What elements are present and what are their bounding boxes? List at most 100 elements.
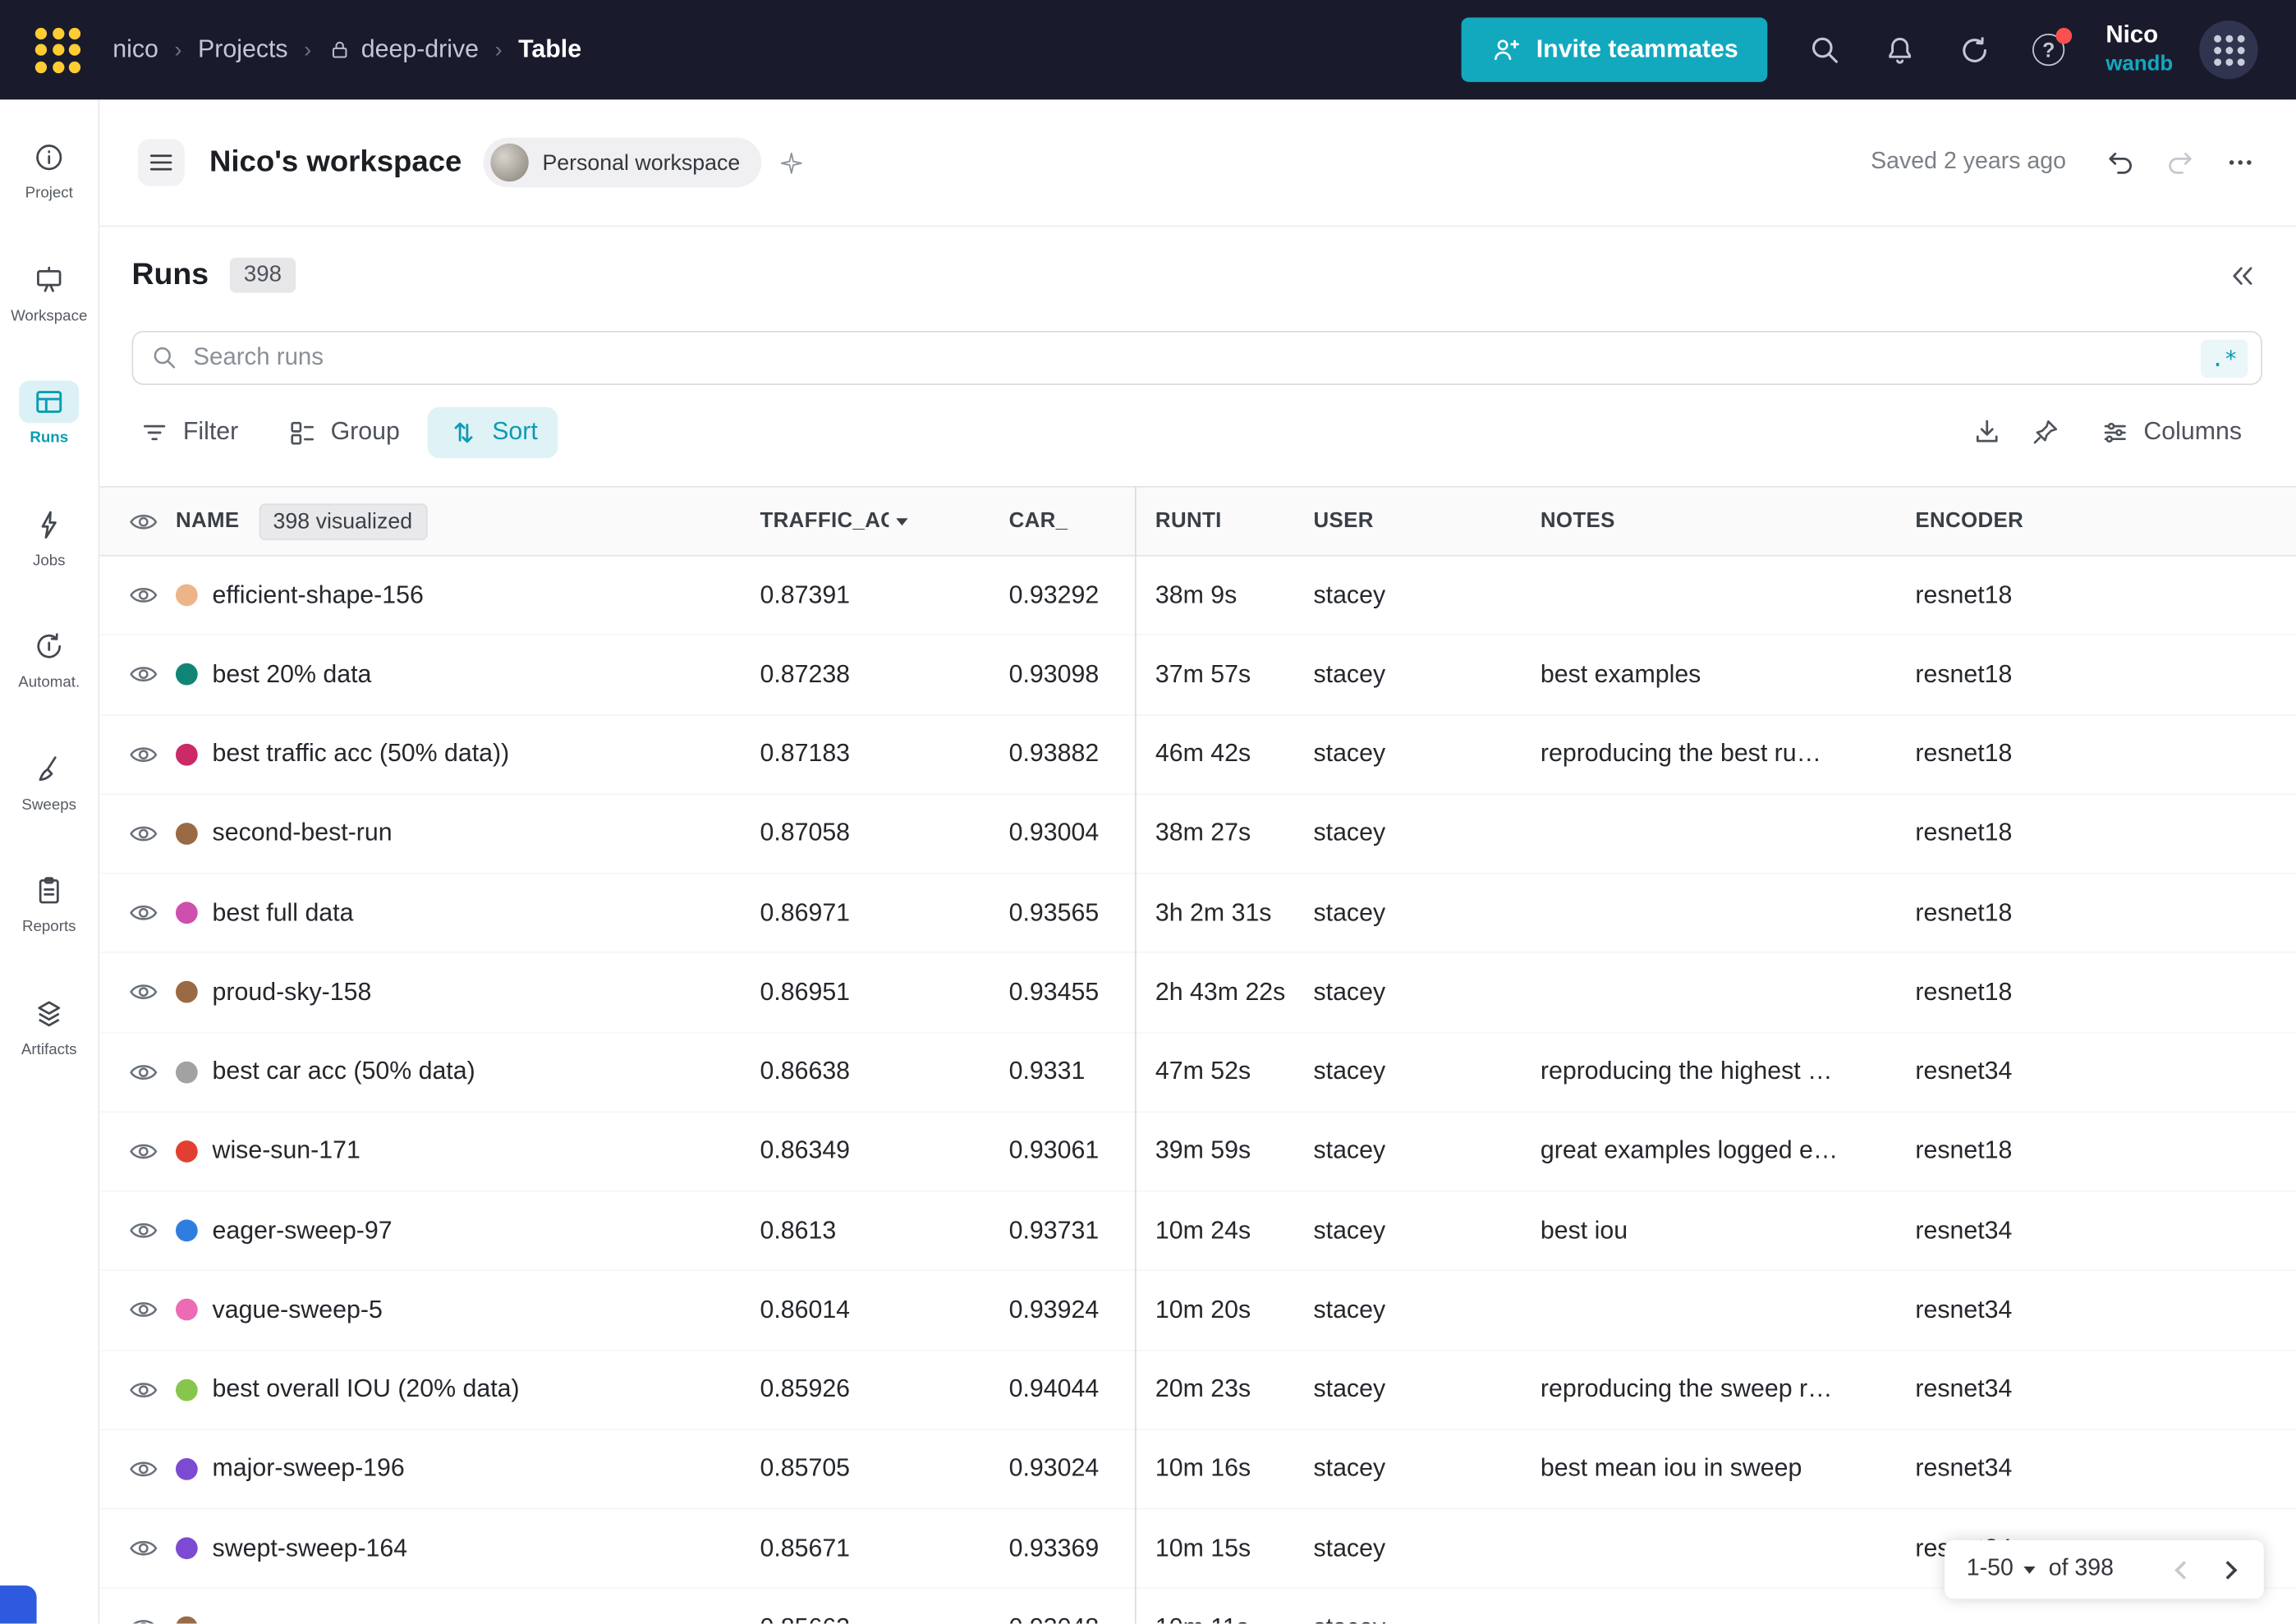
run-name-cell[interactable]: swept-sweep-164 — [175, 1534, 760, 1563]
wandb-logo[interactable] — [34, 26, 81, 73]
table-row[interactable]: best car acc (50% data) 0.86638 0.9331 4… — [99, 1033, 2296, 1112]
table-row[interactable]: eager-sweep-97 0.8613 0.93731 10m 24s st… — [99, 1191, 2296, 1271]
sort-button[interactable]: Sort — [427, 406, 558, 458]
collapse-panel-icon[interactable] — [2227, 260, 2257, 291]
notes-cell[interactable]: best mean iou in sweep — [1540, 1454, 1802, 1483]
workspace-menu-button[interactable] — [137, 139, 185, 186]
breadcrumb-table[interactable]: Table — [518, 34, 582, 63]
undo-icon[interactable] — [2100, 142, 2141, 183]
run-name-cell[interactable]: wise-sun-171 — [175, 1136, 760, 1166]
page-total-label: of 398 — [2048, 1556, 2115, 1581]
run-name-cell[interactable]: best full data — [175, 898, 760, 928]
visibility-eye-icon[interactable] — [129, 585, 158, 607]
table-row[interactable]: major-sweep-196 0.85705 0.93024 10m 16s … — [99, 1430, 2296, 1510]
sidebar-item-reports[interactable]: Reports — [19, 869, 79, 935]
page-range-label: 1-50 — [1966, 1556, 2014, 1581]
page-size-dropdown[interactable]: 1-50 — [1967, 1556, 2036, 1582]
user-avatar[interactable] — [2199, 20, 2258, 80]
sidebar-item-runs[interactable]: Runs — [19, 380, 80, 447]
run-name-cell[interactable]: eager-sweep-97 — [175, 1216, 760, 1246]
table-row[interactable]: swept-sweep-164 0.85671 0.93369 10m 15s … — [99, 1509, 2296, 1589]
download-icon[interactable] — [1962, 407, 2012, 457]
table-row[interactable]: efficient-shape-156 0.87391 0.93292 38m … — [99, 557, 2296, 636]
sparkle-icon[interactable] — [778, 149, 806, 177]
visibility-eye-icon[interactable] — [129, 1061, 158, 1083]
visibility-eye-icon[interactable] — [129, 981, 158, 1003]
search-runs-input[interactable] — [193, 344, 2187, 372]
visibility-eye-icon[interactable] — [129, 1379, 158, 1401]
user-menu[interactable]: Nico wandb — [2105, 21, 2173, 80]
redo-icon[interactable] — [2160, 142, 2201, 183]
run-name-cell[interactable]: best traffic acc (50% data)) — [175, 740, 760, 769]
sidebar-item-automations[interactable]: Automat. — [18, 625, 80, 691]
column-header-traffic-acc[interactable]: TRAFFIC_AC — [760, 510, 1008, 533]
workspace-selector-pill[interactable]: Personal workspace — [484, 137, 763, 188]
sidebar-item-sweeps[interactable]: Sweeps — [19, 747, 79, 814]
visibility-eye-icon[interactable] — [129, 1299, 158, 1321]
group-button[interactable]: Group — [266, 406, 420, 457]
notes-cell[interactable]: best iou — [1540, 1216, 1628, 1245]
notes-cell[interactable]: reproducing the highest … — [1540, 1057, 1833, 1085]
table-row[interactable]: second-best-run 0.87058 0.93004 38m 27s … — [99, 795, 2296, 874]
visibility-eye-icon[interactable] — [129, 663, 158, 686]
visibility-eye-icon[interactable] — [129, 743, 158, 765]
notes-cell[interactable]: great examples logged e… — [1540, 1136, 1839, 1165]
pin-icon[interactable] — [2021, 407, 2071, 457]
table-row[interactable]: best full data 0.86971 0.93565 3h 2m 31s… — [99, 874, 2296, 954]
notes-cell[interactable]: best examples — [1540, 659, 1701, 688]
visibility-eye-icon[interactable] — [129, 823, 158, 845]
column-header-runtime[interactable]: RUNTI — [1155, 509, 1222, 534]
columns-button[interactable]: Columns — [2079, 406, 2262, 457]
sidebar-item-artifacts[interactable]: Artifacts — [19, 992, 79, 1057]
sidebar-item-workspace[interactable]: Workspace — [11, 259, 87, 324]
refresh-icon[interactable] — [1958, 33, 1991, 67]
table-row[interactable]: best traffic acc (50% data)) 0.87183 0.9… — [99, 715, 2296, 795]
visibility-eye-icon[interactable] — [129, 510, 158, 532]
run-name-cell[interactable]: best car acc (50% data) — [175, 1057, 760, 1087]
notifications-bell-icon[interactable] — [1883, 33, 1917, 67]
chat-widget-button[interactable] — [0, 1585, 37, 1624]
breadcrumb-project[interactable]: deep-drive — [360, 34, 479, 63]
column-header-car-acc[interactable]: CAR_ — [1008, 509, 1068, 534]
notes-cell[interactable]: reproducing the best ru… — [1540, 739, 1821, 768]
column-header-notes[interactable]: NOTES — [1540, 509, 1615, 534]
column-header-name[interactable]: NAME — [175, 509, 240, 534]
table-row[interactable]: proud-sky-158 0.86951 0.93455 2h 43m 22s… — [99, 953, 2296, 1033]
breadcrumb-projects[interactable]: Projects — [198, 34, 288, 63]
column-header-user[interactable]: USER — [1313, 509, 1374, 534]
previous-page-button[interactable] — [2169, 1549, 2199, 1589]
run-name-cell[interactable]: major-sweep-196 — [175, 1454, 760, 1484]
breadcrumb-user[interactable]: nico — [113, 34, 158, 63]
notes-cell[interactable]: reproducing the sweep r… — [1540, 1374, 1833, 1403]
visibility-eye-icon[interactable] — [129, 1140, 158, 1163]
next-page-button[interactable] — [2212, 1549, 2243, 1589]
run-name-cell[interactable]: proud-sky-158 — [175, 978, 760, 1007]
run-name-cell[interactable]: efficient-shape-156 — [175, 580, 760, 610]
filter-button[interactable]: Filter — [118, 406, 259, 457]
sidebar-item-jobs[interactable]: Jobs — [19, 503, 79, 569]
table-row[interactable]: vague-sweep-5 0.86014 0.93924 10m 20s st… — [99, 1271, 2296, 1351]
help-icon[interactable] — [2032, 27, 2073, 67]
table-tools: Columns — [1962, 406, 2262, 457]
run-name-cell[interactable]: best 20% data — [175, 660, 760, 690]
visualized-badge[interactable]: 398 visualized — [258, 502, 427, 540]
run-name-cell[interactable]: second-best-run — [175, 819, 760, 848]
table-row[interactable]: best 20% data 0.87238 0.93098 37m 57s st… — [99, 635, 2296, 715]
visibility-eye-icon[interactable] — [129, 1220, 158, 1242]
visibility-eye-icon[interactable] — [129, 1458, 158, 1480]
visibility-eye-icon[interactable] — [129, 902, 158, 924]
sidebar-item-project[interactable]: Project — [19, 136, 79, 202]
table-row[interactable]: best overall IOU (20% data) 0.85926 0.94… — [99, 1351, 2296, 1430]
run-name-cell[interactable]: vague-sweep-5 — [175, 1296, 760, 1325]
more-options-icon[interactable] — [2220, 142, 2261, 183]
table-row[interactable]: 0.85662 0.93048 10m 11s stacey — [99, 1589, 2296, 1624]
column-header-encoder[interactable]: ENCODER — [1915, 509, 2024, 534]
run-name-cell[interactable] — [175, 1617, 760, 1624]
search-icon[interactable] — [1808, 33, 1842, 67]
regex-toggle[interactable]: .* — [2200, 338, 2248, 378]
table-row[interactable]: wise-sun-171 0.86349 0.93061 39m 59s sta… — [99, 1112, 2296, 1192]
invite-teammates-button[interactable]: Invite teammates — [1461, 17, 1768, 82]
visibility-eye-icon[interactable] — [129, 1538, 158, 1560]
visibility-eye-icon[interactable] — [129, 1617, 158, 1624]
run-name-cell[interactable]: best overall IOU (20% data) — [175, 1375, 760, 1405]
